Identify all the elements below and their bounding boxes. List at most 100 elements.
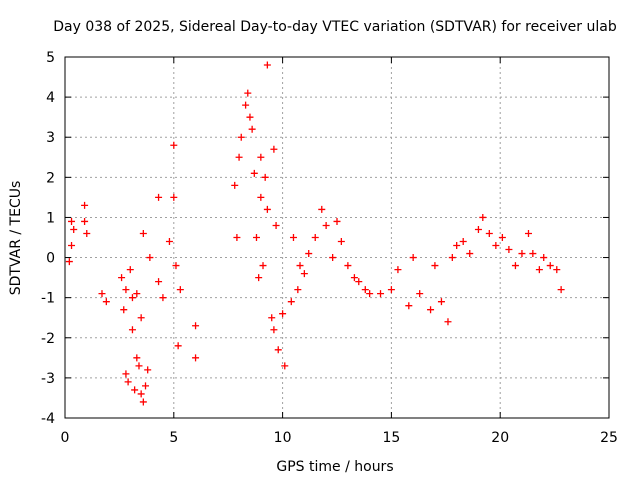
data-point [192, 354, 200, 362]
data-point [272, 221, 280, 229]
data-point [289, 234, 297, 241]
chart-title: Day 038 of 2025, Sidereal Day-to-day VTE… [53, 19, 617, 35]
data-point [409, 254, 417, 262]
data-point [337, 238, 345, 246]
data-point [511, 262, 519, 270]
data-point [70, 225, 78, 233]
data-point [170, 141, 178, 149]
data-point [237, 133, 245, 141]
data-point [270, 145, 278, 153]
data-point [122, 370, 130, 378]
data-point [294, 286, 302, 294]
data-point [333, 217, 341, 225]
data-point [252, 234, 260, 241]
data-point [270, 326, 278, 334]
data-point [165, 238, 173, 246]
plot-frame [64, 56, 610, 419]
data-point [81, 201, 89, 209]
data-point [546, 262, 554, 270]
data-point [192, 322, 200, 330]
data-point [355, 278, 363, 286]
data-point [102, 298, 110, 306]
data-point [361, 286, 369, 294]
y-tick-label: -4 [41, 411, 55, 427]
data-point [524, 229, 532, 237]
x-tick-label: 10 [274, 430, 292, 446]
data-point [416, 290, 424, 298]
y-tick-label: 0 [46, 251, 55, 267]
y-axis-label: SDTVAR / TECUs [8, 181, 24, 296]
x-tick-label: 15 [382, 430, 400, 446]
data-point [535, 266, 543, 274]
data-point [172, 262, 180, 270]
data-point [68, 242, 76, 250]
data-point [159, 294, 167, 302]
data-point [329, 254, 337, 262]
data-point [176, 286, 184, 294]
data-point [405, 302, 413, 310]
data-point [498, 234, 506, 241]
data-point [444, 318, 452, 326]
data-point [259, 262, 267, 270]
data-point [453, 242, 461, 250]
data-point [540, 254, 548, 262]
data-point [124, 378, 132, 386]
x-axis-label: GPS time / hours [276, 459, 393, 475]
data-point [557, 286, 565, 294]
data-point [377, 290, 385, 298]
data-point [394, 266, 402, 274]
data-point [479, 213, 487, 221]
data-point [263, 205, 271, 213]
data-point [492, 242, 500, 250]
data-point [300, 270, 308, 278]
data-point [448, 254, 456, 262]
data-point [139, 398, 147, 406]
data-point [257, 193, 265, 201]
data-point [387, 286, 395, 294]
data-point [174, 342, 182, 350]
grid [65, 57, 609, 418]
data-point [318, 205, 326, 213]
data-point [344, 262, 352, 270]
data-point [274, 346, 282, 354]
data-point [120, 306, 128, 314]
data-point [83, 229, 91, 237]
data-point [474, 225, 482, 233]
data-point [146, 254, 154, 262]
y-tick-label: 4 [46, 90, 55, 106]
data-point [128, 294, 136, 302]
data-points [65, 61, 565, 406]
data-point [485, 229, 493, 237]
data-point [131, 386, 139, 394]
data-point [350, 274, 358, 282]
data-point [122, 286, 130, 294]
data-point [255, 274, 263, 282]
data-point [281, 362, 289, 370]
data-point [133, 290, 141, 298]
y-tick-label: 2 [46, 170, 55, 186]
data-point [366, 290, 374, 298]
data-point [529, 250, 537, 258]
x-tick-label: 25 [600, 430, 618, 446]
data-point [437, 298, 445, 306]
y-tick-label: -1 [41, 291, 55, 307]
data-point [244, 89, 252, 97]
data-point [246, 113, 254, 121]
data-point [170, 193, 178, 201]
data-point [459, 238, 467, 246]
data-point [431, 262, 439, 270]
data-point [268, 314, 276, 322]
y-tick-label: 3 [46, 130, 55, 146]
data-point [135, 362, 143, 370]
data-point [261, 173, 269, 181]
y-tick-label: -2 [41, 331, 55, 347]
data-point [233, 234, 241, 241]
data-point [505, 246, 513, 254]
x-tick-label: 20 [491, 430, 509, 446]
data-point [257, 153, 265, 161]
x-tick-label: 5 [169, 430, 178, 446]
data-point [98, 290, 106, 298]
y-tick-label: 5 [46, 50, 55, 66]
data-point [279, 310, 287, 318]
